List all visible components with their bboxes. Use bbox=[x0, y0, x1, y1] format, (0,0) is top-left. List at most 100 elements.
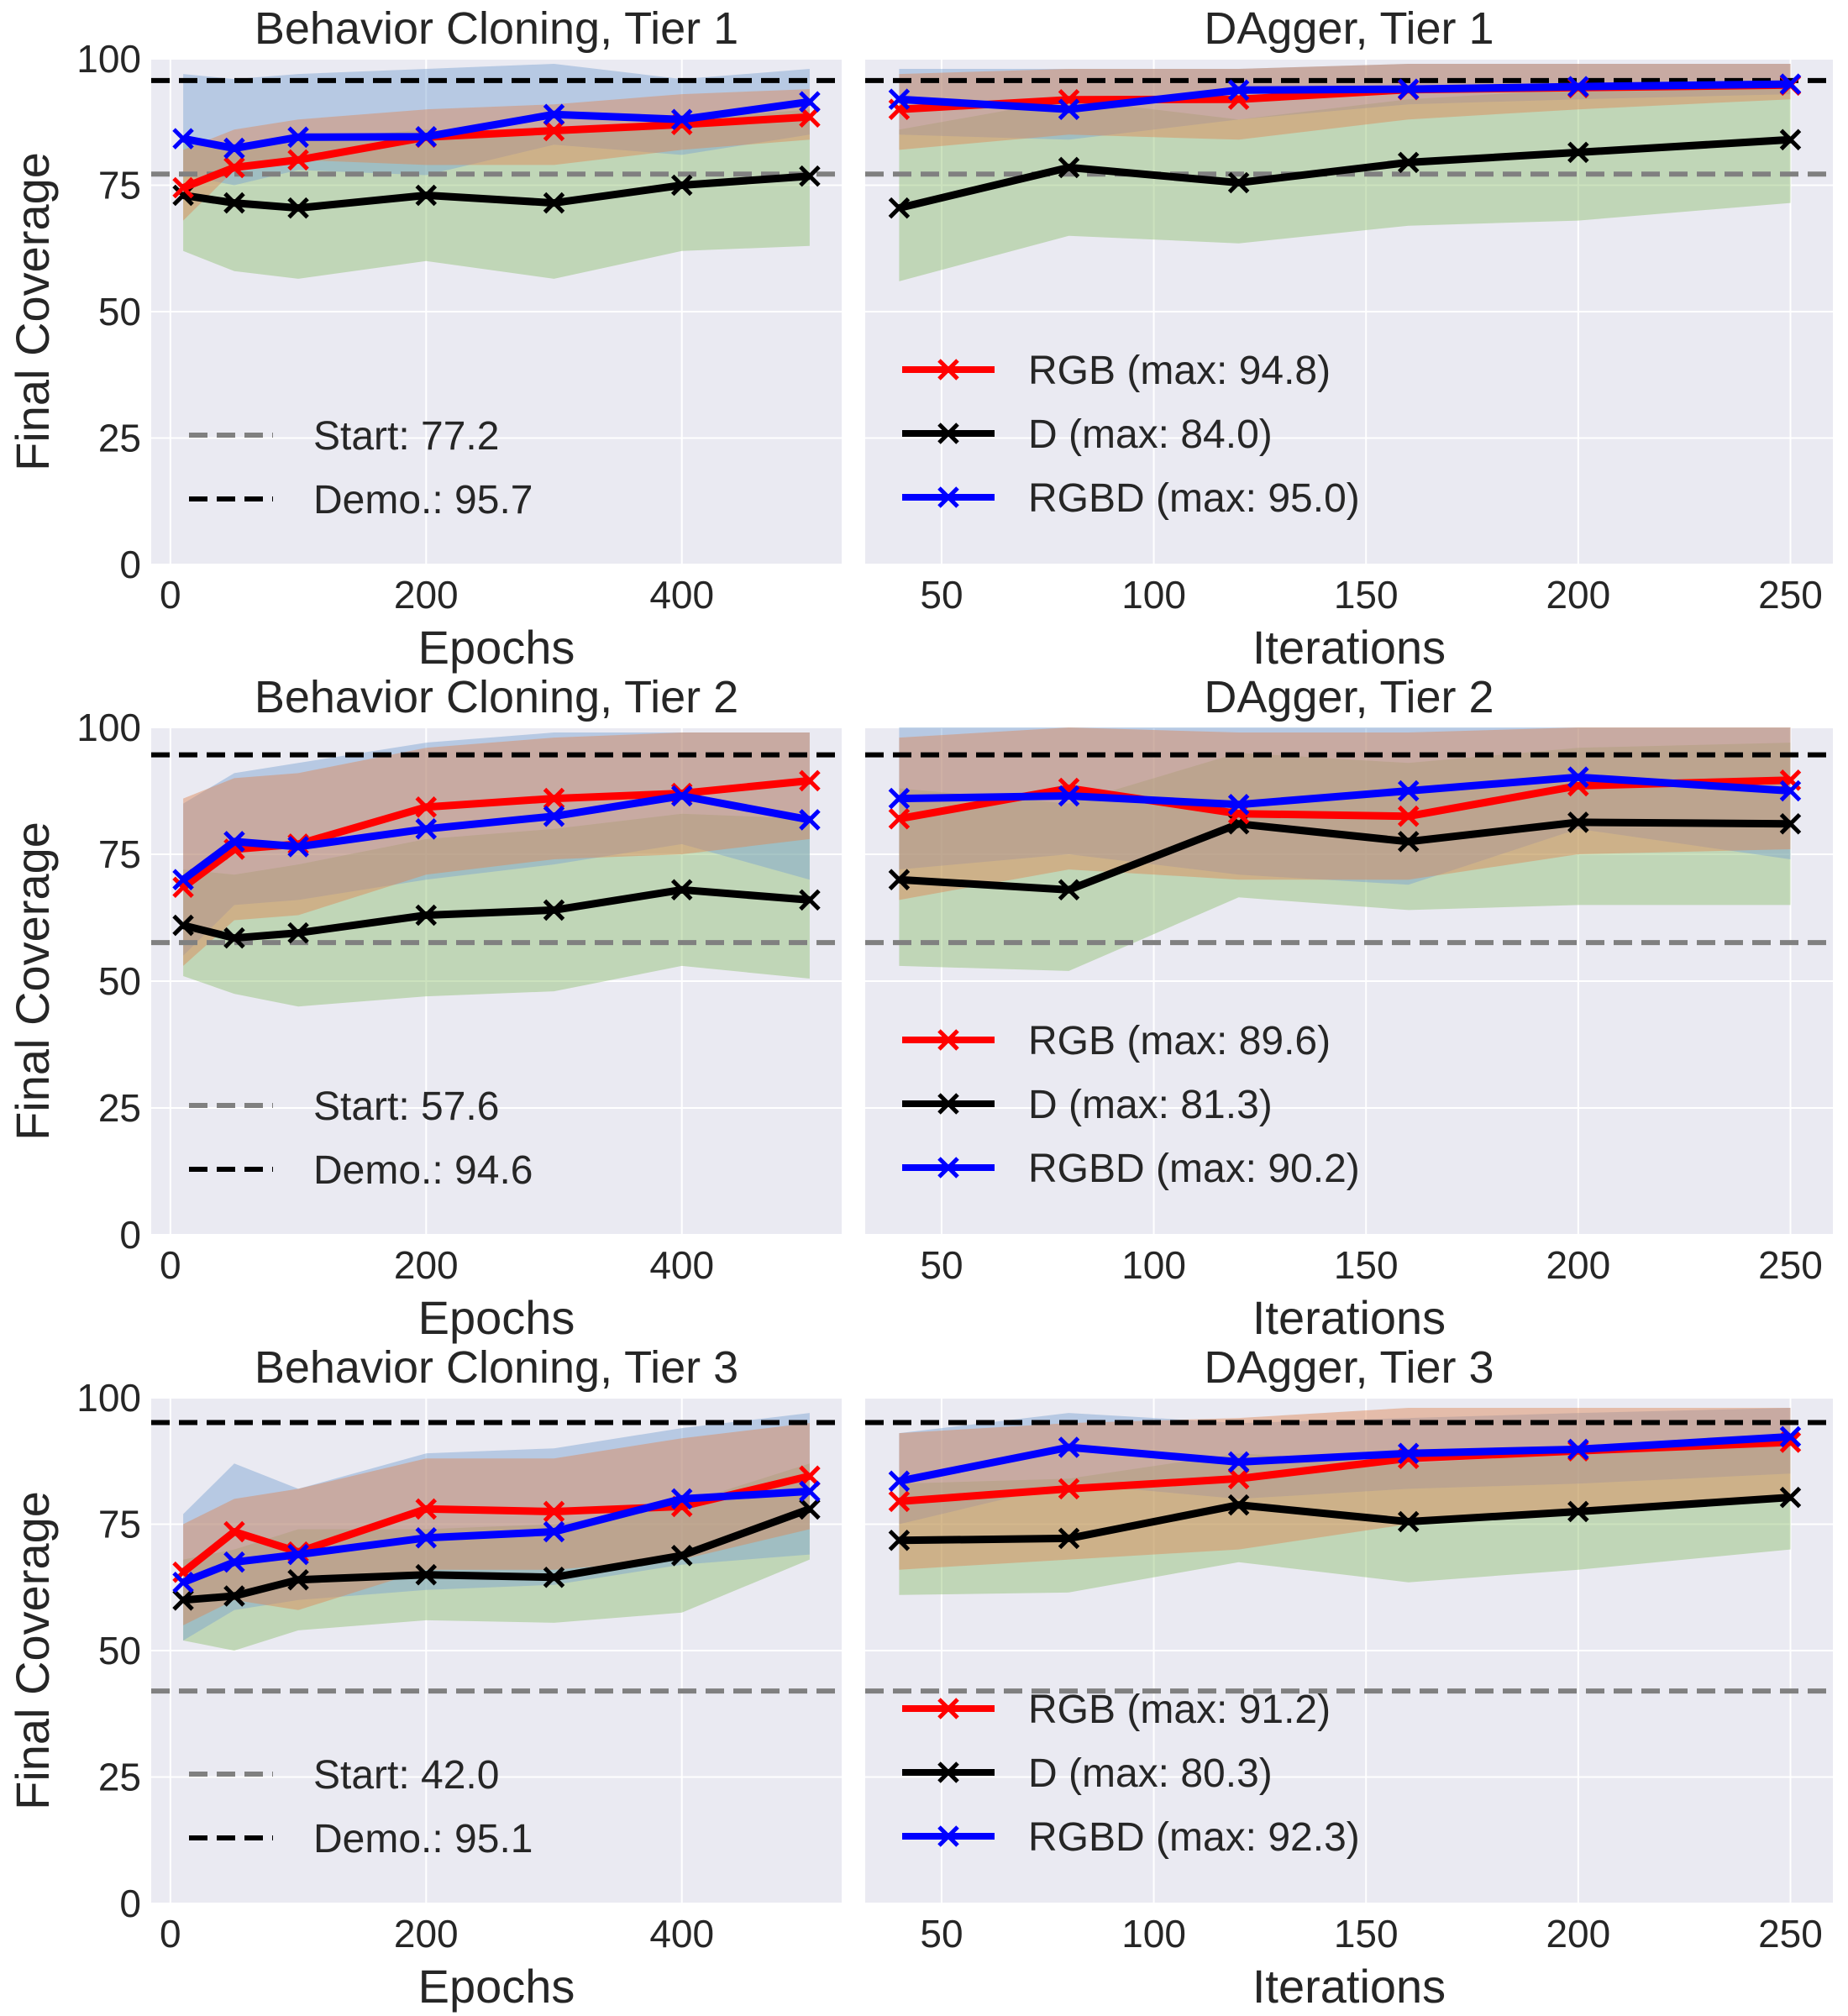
data-point-d bbox=[1567, 141, 1589, 164]
data-point-rgbd bbox=[670, 785, 693, 807]
legend-label-start: Start: 42.0 bbox=[313, 1753, 499, 1798]
legend-label-start: Start: 57.6 bbox=[313, 1084, 499, 1129]
data-point-rgbd bbox=[1567, 766, 1589, 788]
data-point-d bbox=[1227, 1494, 1250, 1516]
chart-panel-2: 50 100 150 200 250 DAgger, Tier 1 Iterations RG… bbox=[865, 3, 1833, 674]
data-point-d bbox=[287, 1568, 309, 1591]
data-point-rgb bbox=[1058, 1478, 1080, 1500]
data-point-rgbd bbox=[172, 1571, 194, 1593]
plot-content bbox=[151, 732, 842, 1007]
data-point-rgbd bbox=[1227, 1451, 1250, 1473]
x-tick-label: 250 bbox=[1758, 573, 1823, 617]
data-point-rgbd bbox=[223, 137, 245, 160]
data-point-d bbox=[172, 1589, 194, 1611]
data-point-rgbd bbox=[543, 1520, 565, 1543]
legend-marker-rgbd bbox=[937, 1157, 959, 1179]
data-point-d bbox=[888, 1529, 911, 1551]
data-point-d bbox=[543, 899, 565, 921]
data-point-d bbox=[415, 1563, 438, 1586]
y-tick-label: 25 bbox=[98, 417, 141, 460]
x-tick-label: 400 bbox=[649, 1243, 714, 1287]
data-point-d bbox=[1779, 812, 1802, 835]
y-tick-label: 50 bbox=[98, 959, 141, 1003]
data-point-d bbox=[1058, 1527, 1080, 1550]
data-point-rgb bbox=[543, 1500, 565, 1523]
legend-label-rgb: RGB (max: 94.8) bbox=[1028, 349, 1331, 393]
x-tick-label: 200 bbox=[1546, 573, 1610, 617]
chart-panel-1: 0 25 50 75 100 0 200 400 Behavior Cloning, Tier … bbox=[6, 3, 842, 674]
data-point-rgbd bbox=[1058, 785, 1080, 807]
legend-label-rgbd: RGBD (max: 95.0) bbox=[1028, 476, 1360, 521]
legend-marker-rgbd bbox=[937, 486, 959, 508]
legend-label-d: D (max: 80.3) bbox=[1028, 1751, 1273, 1796]
data-point-rgb bbox=[888, 1490, 911, 1513]
data-point-rgb bbox=[223, 1520, 245, 1543]
data-point-d bbox=[1397, 151, 1420, 174]
legend-marker-rgb bbox=[937, 359, 959, 381]
y-tick-label: 75 bbox=[98, 164, 141, 207]
data-point-d bbox=[172, 914, 194, 937]
data-point-rgbd bbox=[1567, 76, 1589, 97]
data-point-d bbox=[670, 174, 693, 197]
data-point-rgbd bbox=[1779, 73, 1802, 95]
data-point-d bbox=[287, 921, 309, 944]
data-point-d bbox=[223, 192, 245, 214]
series-line-d bbox=[898, 135, 1791, 212]
plot-content bbox=[865, 64, 1833, 281]
data-point-rgbd bbox=[287, 836, 309, 858]
band-d bbox=[899, 84, 1791, 281]
data-point-rgb bbox=[287, 149, 309, 171]
x-tick-label: 50 bbox=[920, 573, 963, 617]
y-tick-label: 75 bbox=[98, 832, 141, 876]
legend-marker-rgb bbox=[937, 1698, 959, 1719]
data-point-d bbox=[287, 197, 309, 219]
data-point-rgbd bbox=[799, 1480, 821, 1503]
y-tick-label: 25 bbox=[98, 1086, 141, 1130]
data-point-rgbd bbox=[415, 818, 438, 840]
x-tick-label: 250 bbox=[1758, 1243, 1823, 1287]
x-axis-label: Epochs bbox=[418, 621, 575, 674]
data-point-d bbox=[1058, 156, 1080, 179]
data-point-rgbd bbox=[1779, 1425, 1802, 1448]
data-point-d bbox=[543, 1566, 565, 1588]
data-point-d bbox=[670, 879, 693, 901]
data-point-d bbox=[799, 889, 821, 911]
data-point-rgbd bbox=[1397, 78, 1420, 100]
x-axis-label: Epochs bbox=[418, 1291, 575, 1344]
data-point-rgb bbox=[1397, 805, 1420, 827]
x-tick-label: 100 bbox=[1121, 573, 1186, 617]
band-rgbd bbox=[899, 727, 1791, 885]
x-tick-label: 400 bbox=[649, 573, 714, 617]
data-point-d bbox=[223, 1585, 245, 1607]
x-axis-label: Iterations bbox=[1252, 1960, 1446, 2013]
data-point-rgb bbox=[223, 156, 245, 179]
x-tick-label: 100 bbox=[1121, 1912, 1186, 1956]
y-tick-label: 100 bbox=[76, 1376, 141, 1420]
legend-label-demo: Demo.: 94.6 bbox=[313, 1148, 533, 1193]
data-point-d bbox=[1227, 171, 1250, 194]
data-point-rgbd bbox=[1227, 794, 1250, 816]
data-point-rgbd bbox=[287, 126, 309, 149]
legend-label-rgb: RGB (max: 89.6) bbox=[1028, 1019, 1331, 1063]
data-point-rgbd bbox=[1227, 79, 1250, 102]
data-point-d bbox=[1567, 811, 1589, 833]
y-tick-label: 50 bbox=[98, 290, 141, 333]
x-tick-label: 150 bbox=[1334, 1912, 1399, 1956]
chart-panel-4: 50 100 150 200 250 DAgger, Tier 2 Iterations RG… bbox=[865, 672, 1833, 1344]
data-point-d bbox=[1779, 1486, 1802, 1509]
data-point-rgbd bbox=[670, 108, 693, 131]
chart-panel-5: 0 25 50 75 100 0 200 400 Behavior Cloning, Tier … bbox=[6, 1342, 842, 2013]
legend-marker-d bbox=[937, 1761, 959, 1783]
data-point-rgbd bbox=[172, 128, 194, 150]
plot-content bbox=[865, 1408, 1833, 1694]
data-point-d bbox=[543, 192, 565, 214]
y-tick-label: 0 bbox=[119, 1882, 141, 1925]
data-point-d bbox=[1779, 129, 1802, 151]
data-point-rgb bbox=[172, 876, 194, 899]
data-point-rgbd bbox=[1567, 1438, 1589, 1461]
x-tick-label: 200 bbox=[1546, 1243, 1610, 1287]
data-point-rgb bbox=[415, 1498, 438, 1520]
x-tick-label: 50 bbox=[920, 1243, 963, 1287]
legend-label-d: D (max: 81.3) bbox=[1028, 1083, 1273, 1127]
data-point-d bbox=[888, 197, 911, 219]
